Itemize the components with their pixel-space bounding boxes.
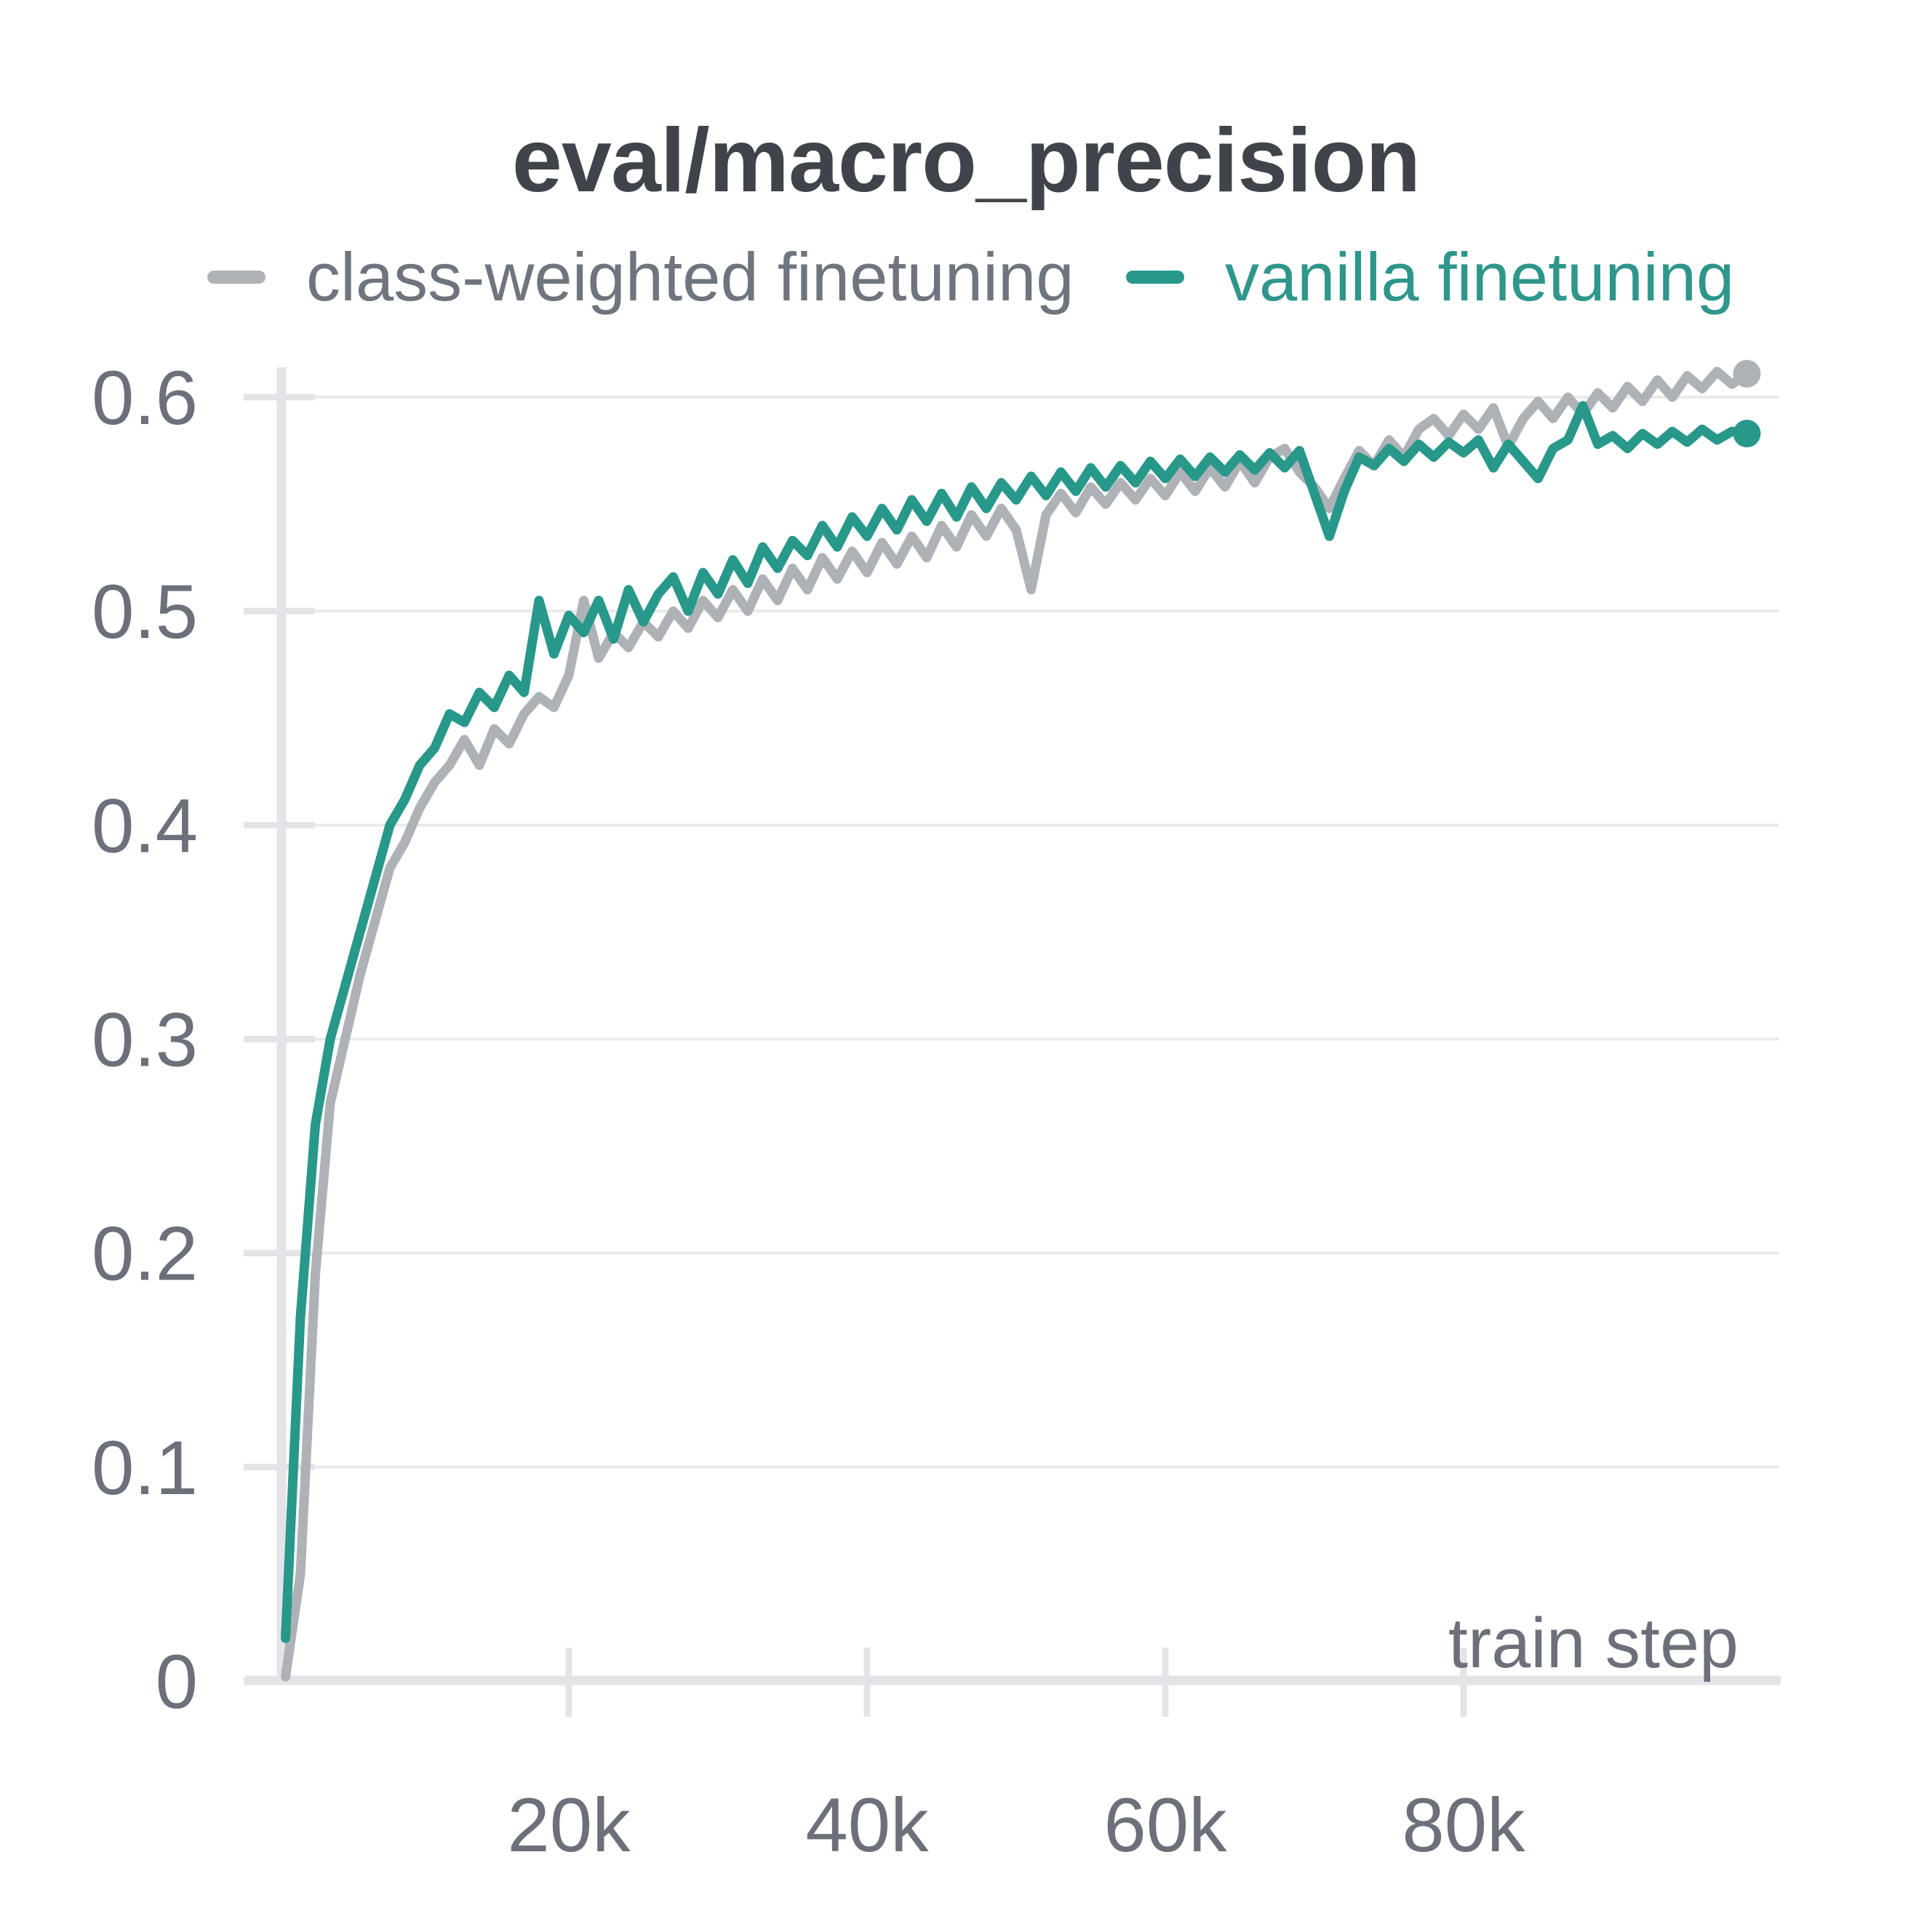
y-tick-label: 0.5 xyxy=(92,570,198,655)
legend: class-weighted finetuning vanilla finetu… xyxy=(0,239,1932,315)
series-line-class-weighted-finetuning xyxy=(281,367,1752,1682)
y-tick-label: 0.2 xyxy=(92,1212,198,1297)
x-tick-label: 40k xyxy=(805,1783,929,1868)
y-tick-label: 0.3 xyxy=(92,997,198,1082)
y-tick-label: 0.6 xyxy=(92,356,198,441)
x-tick-label: 60k xyxy=(1103,1783,1227,1868)
x-axis-title: train step xyxy=(1448,1603,1739,1682)
legend-swatch-gray-icon xyxy=(207,271,266,284)
chart-title: eval/macro_precision xyxy=(511,111,1421,211)
y-tick-label: 0.4 xyxy=(92,783,198,869)
legend-label-class-weighted: class-weighted finetuning xyxy=(306,239,1074,315)
endpoint-marker-class-weighted-finetuning xyxy=(1733,359,1761,388)
legend-swatch-teal-icon xyxy=(1126,271,1184,284)
endpoint-marker-vanilla-finetuning xyxy=(1733,420,1761,448)
legend-label-vanilla: vanilla finetuning xyxy=(1225,239,1735,315)
legend-item-class-weighted[interactable]: class-weighted finetuning xyxy=(207,239,1074,315)
y-tick-label: 0 xyxy=(156,1640,198,1725)
series-line-vanilla-finetuning xyxy=(281,401,1752,1643)
x-tick-label: 20k xyxy=(507,1783,631,1868)
x-tick-label: 80k xyxy=(1402,1783,1525,1868)
y-tick-label: 0.1 xyxy=(92,1426,198,1511)
legend-item-vanilla[interactable]: vanilla finetuning xyxy=(1126,239,1735,315)
